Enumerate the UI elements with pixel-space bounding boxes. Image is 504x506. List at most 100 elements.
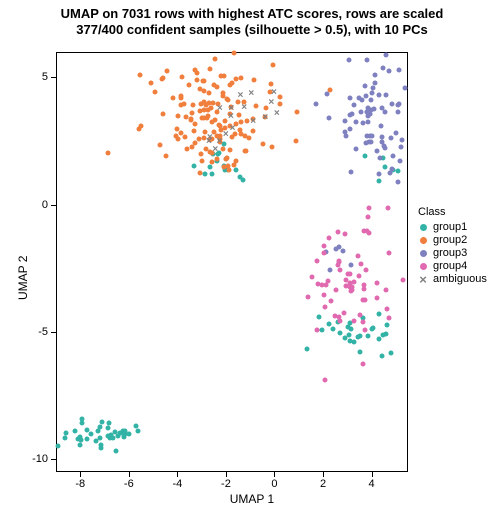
point-group3 xyxy=(376,171,381,176)
point-group2 xyxy=(293,138,298,143)
point-group2 xyxy=(245,119,250,124)
point-group2 xyxy=(221,73,226,78)
point-group2 xyxy=(229,81,234,86)
point-group1 xyxy=(203,172,208,177)
point-group4 xyxy=(356,254,361,259)
legend-label: group4 xyxy=(433,260,467,272)
point-group3 xyxy=(375,149,380,154)
point-group3 xyxy=(370,85,375,90)
point-group1 xyxy=(85,428,90,433)
point-ambiguous: × xyxy=(206,137,212,147)
point-group2 xyxy=(206,101,211,106)
y-tick xyxy=(51,77,56,78)
point-group2 xyxy=(227,147,232,152)
point-group2 xyxy=(190,145,195,150)
point-group1 xyxy=(126,432,131,437)
x-tick-label: 4 xyxy=(369,478,375,490)
point-group1 xyxy=(113,448,118,453)
point-group2 xyxy=(188,118,193,123)
point-group1 xyxy=(326,322,331,327)
point-group1 xyxy=(209,172,214,177)
point-group4 xyxy=(367,206,372,211)
point-group1 xyxy=(78,443,83,448)
point-group1 xyxy=(208,164,213,169)
point-group2 xyxy=(194,71,199,76)
point-group4 xyxy=(363,267,368,272)
point-group1 xyxy=(122,433,127,438)
point-group2 xyxy=(238,119,243,124)
point-group3 xyxy=(389,101,394,106)
point-group1 xyxy=(64,430,69,435)
point-group2 xyxy=(199,158,204,163)
point-group1 xyxy=(383,165,388,170)
point-group2 xyxy=(231,51,236,56)
point-group3 xyxy=(378,123,383,128)
point-group1 xyxy=(389,350,394,355)
point-group3 xyxy=(395,102,400,107)
point-group1 xyxy=(395,168,400,173)
point-group2 xyxy=(180,75,185,80)
point-group2 xyxy=(225,155,230,160)
chart-title: UMAP on 7031 rows with highest ATC score… xyxy=(0,6,504,39)
x-tick-label: -2 xyxy=(221,478,231,490)
point-group2 xyxy=(232,163,237,168)
point-group3 xyxy=(349,263,354,268)
point-group1 xyxy=(384,322,389,327)
point-group2 xyxy=(171,96,176,101)
point-group4 xyxy=(384,287,389,292)
point-group2 xyxy=(233,77,238,82)
point-group3 xyxy=(394,131,399,136)
point-group3 xyxy=(353,119,358,124)
point-group2 xyxy=(220,147,225,152)
point-group2 xyxy=(159,76,164,81)
point-group4 xyxy=(361,282,366,287)
chart-container: UMAP on 7031 rows with highest ATC score… xyxy=(0,0,504,504)
legend-swatch: × xyxy=(418,274,428,284)
point-group3 xyxy=(359,109,364,114)
legend-label: group3 xyxy=(433,247,467,259)
point-group3 xyxy=(383,93,388,98)
point-ambiguous: × xyxy=(230,124,236,134)
point-group3 xyxy=(324,91,329,96)
point-group1 xyxy=(100,419,105,424)
point-group3 xyxy=(386,69,391,74)
point-group4 xyxy=(337,259,342,264)
point-group3 xyxy=(342,129,347,134)
point-group3 xyxy=(389,136,394,141)
point-group4 xyxy=(326,278,331,283)
point-group2 xyxy=(247,136,252,141)
point-group4 xyxy=(320,283,325,288)
point-group2 xyxy=(221,91,226,96)
point-group3 xyxy=(380,65,385,70)
point-group2 xyxy=(178,103,183,108)
point-group1 xyxy=(377,311,382,316)
point-group4 xyxy=(309,275,314,280)
x-tick-label: -4 xyxy=(172,478,182,490)
point-group3 xyxy=(361,120,366,125)
point-ambiguous: × xyxy=(217,137,223,147)
point-group1 xyxy=(365,334,370,339)
point-group2 xyxy=(199,151,204,156)
point-group4 xyxy=(333,288,338,293)
point-group3 xyxy=(380,139,385,144)
point-group2 xyxy=(191,129,196,134)
point-group2 xyxy=(295,109,300,114)
legend-label: group2 xyxy=(433,234,467,246)
point-ambiguous: × xyxy=(248,89,254,99)
point-group2 xyxy=(271,62,276,67)
point-group2 xyxy=(163,153,168,158)
point-group4 xyxy=(323,305,328,310)
point-group4 xyxy=(365,228,370,233)
point-ambiguous: × xyxy=(237,91,243,101)
point-group1 xyxy=(105,426,110,431)
point-group2 xyxy=(239,76,244,81)
point-group3 xyxy=(363,84,368,89)
point-ambiguous: × xyxy=(262,113,268,123)
point-group2 xyxy=(190,102,195,107)
point-group3 xyxy=(350,111,355,116)
point-group3 xyxy=(396,67,401,72)
point-group4 xyxy=(314,328,319,333)
point-ambiguous: × xyxy=(268,98,274,108)
point-group1 xyxy=(80,421,85,426)
point-group1 xyxy=(357,350,362,355)
